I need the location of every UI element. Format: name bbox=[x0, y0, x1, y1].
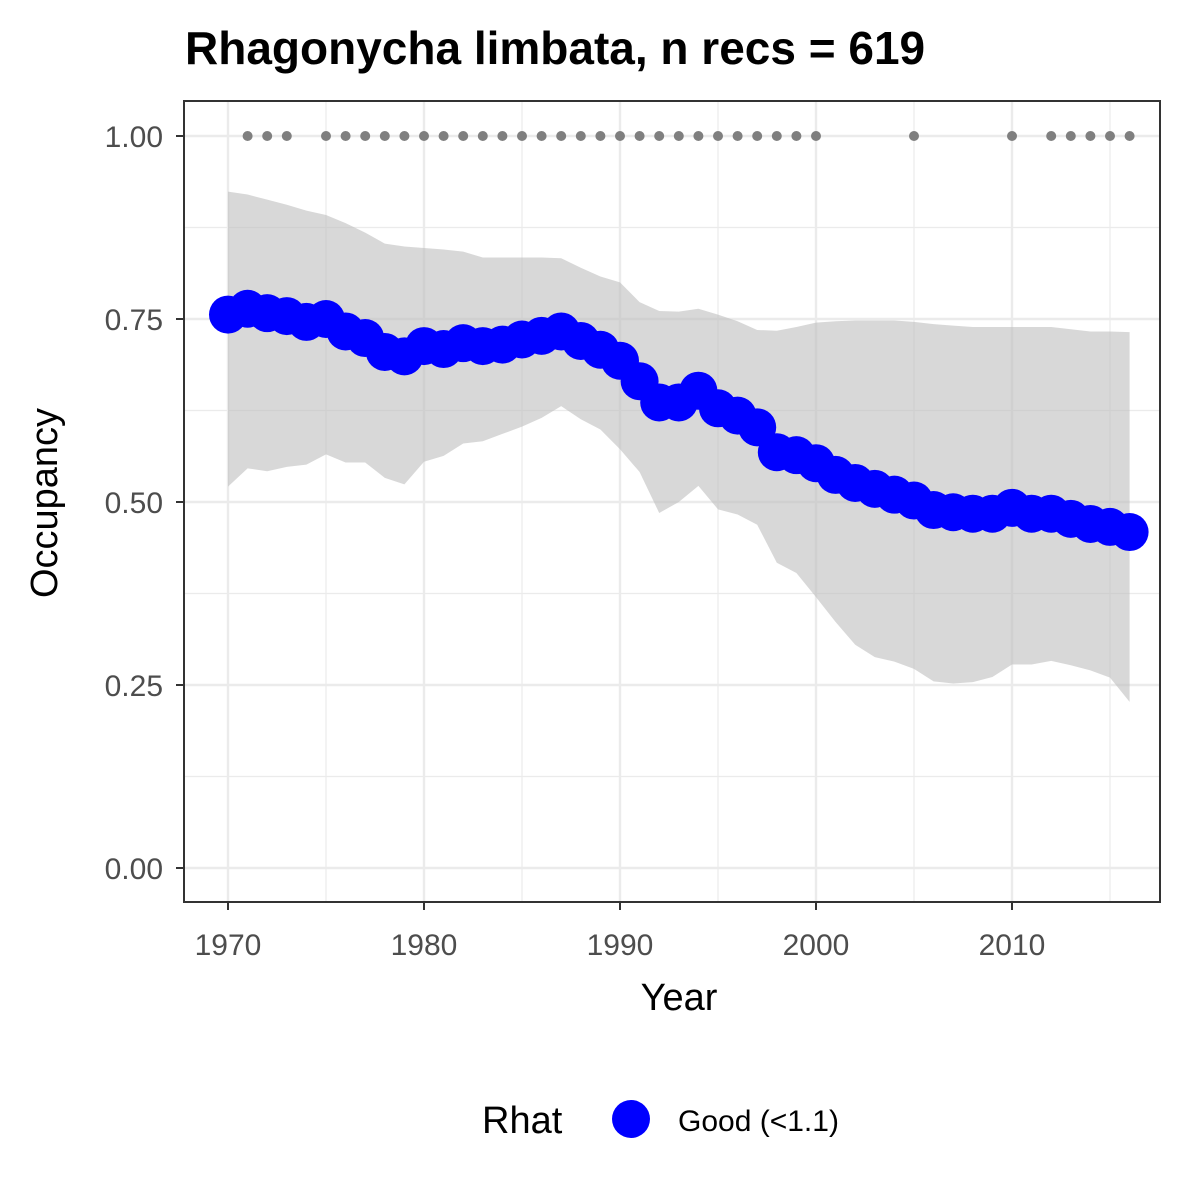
occupancy-series bbox=[209, 289, 1149, 552]
legend: Rhat Good (<1.1) bbox=[482, 1100, 839, 1142]
record-point bbox=[419, 131, 429, 141]
record-point bbox=[262, 131, 273, 141]
record-point bbox=[321, 131, 331, 141]
record-point bbox=[517, 131, 527, 141]
x-tick-label: 1990 bbox=[587, 929, 654, 962]
record-point bbox=[909, 131, 919, 141]
record-point bbox=[556, 131, 567, 141]
record-point bbox=[673, 131, 684, 141]
record-point bbox=[713, 131, 723, 141]
record-point bbox=[360, 131, 371, 141]
record-point bbox=[575, 131, 586, 141]
chart-title: Rhagonycha limbata, n recs = 619 bbox=[185, 22, 925, 74]
record-point bbox=[634, 131, 645, 141]
x-tick-label: 1970 bbox=[195, 929, 262, 962]
plot-panel bbox=[183, 100, 1161, 903]
x-axis-title: Year bbox=[641, 977, 718, 1019]
record-point bbox=[693, 131, 704, 141]
record-point bbox=[497, 131, 508, 141]
x-axis: 1970 1980 1990 2000 2010 bbox=[195, 902, 1046, 962]
legend-key-good bbox=[612, 1100, 650, 1138]
record-point bbox=[458, 131, 469, 141]
record-point bbox=[654, 131, 665, 141]
y-tick-label: 0.25 bbox=[105, 670, 163, 703]
legend-label-good: Good (<1.1) bbox=[678, 1105, 839, 1138]
record-point bbox=[595, 131, 606, 141]
y-tick-label: 0.75 bbox=[105, 304, 163, 337]
record-point bbox=[1085, 131, 1096, 141]
record-point bbox=[1124, 131, 1135, 141]
record-point bbox=[438, 131, 449, 141]
record-point bbox=[399, 131, 410, 141]
record-points bbox=[242, 131, 1135, 141]
record-point bbox=[1007, 131, 1017, 141]
record-point bbox=[752, 131, 763, 141]
record-point bbox=[771, 131, 782, 141]
record-point bbox=[340, 131, 351, 141]
y-tick-label: 0.00 bbox=[105, 853, 163, 886]
record-point bbox=[379, 131, 390, 141]
legend-title: Rhat bbox=[482, 1100, 563, 1142]
record-point bbox=[732, 131, 743, 141]
y-axis-title: Occupancy bbox=[24, 408, 66, 598]
y-tick-label: 0.50 bbox=[105, 487, 163, 520]
record-point bbox=[791, 131, 802, 141]
record-point bbox=[242, 131, 253, 141]
record-point bbox=[477, 131, 488, 141]
y-tick-label: 1.00 bbox=[105, 121, 163, 154]
y-axis: 0.00 0.25 0.50 0.75 1.00 bbox=[105, 121, 184, 886]
record-point bbox=[281, 131, 292, 141]
occupancy-point bbox=[1110, 513, 1149, 552]
record-point bbox=[811, 131, 821, 141]
record-point bbox=[536, 131, 547, 141]
x-tick-label: 1980 bbox=[391, 929, 458, 962]
record-point bbox=[1105, 131, 1115, 141]
confidence-ribbon bbox=[228, 191, 1130, 702]
record-point bbox=[615, 131, 625, 141]
record-point bbox=[1046, 131, 1057, 141]
x-tick-label: 2010 bbox=[979, 929, 1046, 962]
x-tick-label: 2000 bbox=[783, 929, 850, 962]
record-point bbox=[1065, 131, 1076, 141]
